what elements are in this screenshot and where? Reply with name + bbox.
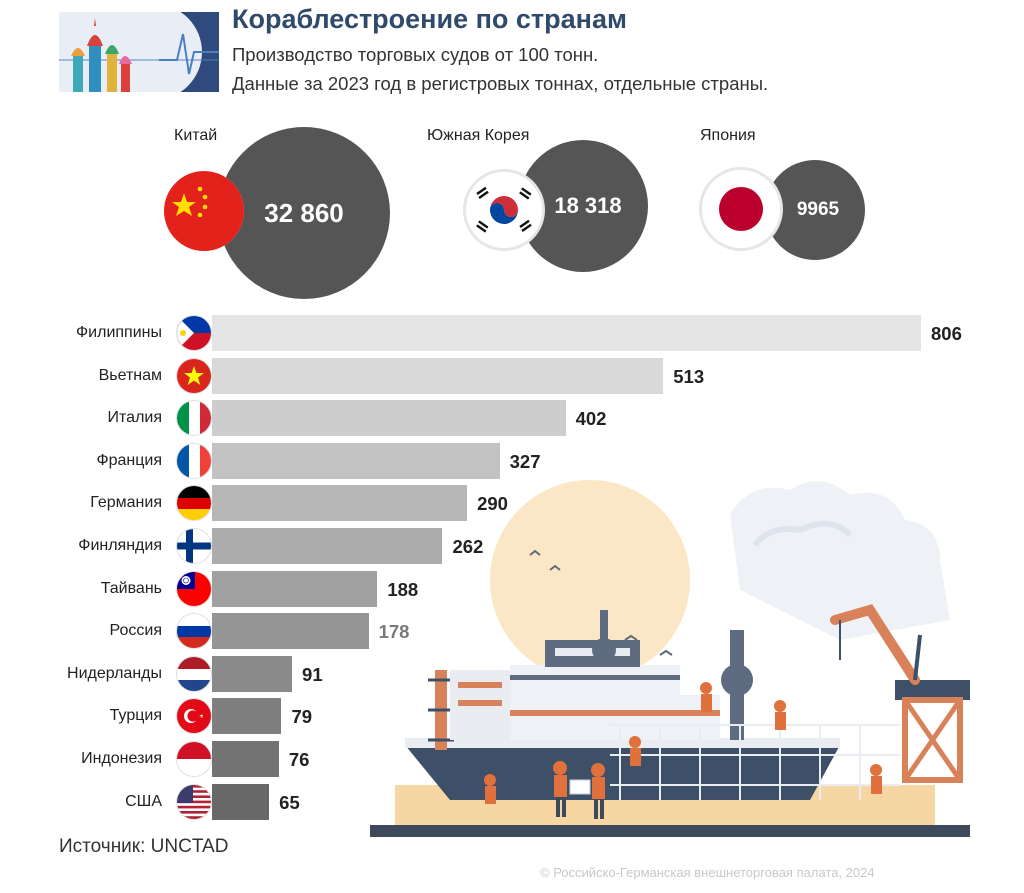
south-korea-flag-icon — [466, 172, 542, 248]
bar-value-italy: 402 — [575, 408, 607, 430]
russia-flag-icon — [177, 614, 211, 649]
bar-label-taiwan: Тайвань — [100, 579, 162, 597]
bar-philippines — [212, 315, 921, 351]
bar-value-france: 327 — [509, 450, 541, 472]
bar-label-turkey: Турция — [109, 707, 162, 725]
bar-indonesia — [212, 741, 279, 777]
bar-taiwan — [212, 570, 378, 607]
bar-germany — [212, 485, 468, 522]
page-title: Кораблестроение по странам — [232, 4, 627, 34]
bar-value-taiwan: 188 — [387, 578, 419, 600]
chamber-logo — [59, 12, 219, 92]
vietnam-flag-icon — [177, 358, 211, 393]
bar-label-indonesia: Индонезия — [81, 750, 162, 767]
bar-france — [212, 442, 500, 479]
bar-value-philippines: 806 — [931, 323, 962, 344]
bar-russia — [212, 613, 369, 650]
bar-value-netherlands: 91 — [302, 663, 323, 685]
bar-value-usa: 65 — [279, 791, 300, 813]
finland-flag-icon — [177, 529, 211, 563]
source-note: Источник: UNCTAD — [59, 836, 229, 857]
bar-label-france: Франция — [96, 451, 162, 469]
bar-finland — [212, 528, 443, 564]
bar-value-vietnam: 513 — [673, 365, 705, 387]
bar-value-finland: 262 — [452, 536, 484, 557]
taiwan-flag-icon — [177, 571, 211, 606]
copyright: © Российско-Германская внешнеторговая па… — [540, 865, 875, 880]
usa-flag-icon — [177, 784, 211, 819]
bar-usa — [212, 783, 270, 820]
bubble-label-china: Китай — [174, 127, 218, 144]
france-flag-icon — [177, 443, 211, 478]
bubble-china: 32 860 — [218, 127, 390, 299]
bar-value-germany: 290 — [477, 493, 508, 515]
bar-label-russia: Россия — [109, 622, 162, 640]
bubble-value-china: 32 860 — [264, 197, 344, 228]
turkey-flag-icon — [177, 699, 211, 734]
philippines-flag-icon — [177, 316, 211, 350]
china-flag-icon — [164, 171, 244, 251]
bar-label-usa: США — [125, 792, 162, 810]
bar-value-turkey: 79 — [291, 706, 313, 728]
subtitle-line-2: Данные за 2023 год в регистровых тоннах,… — [232, 73, 769, 94]
bar-label-netherlands: Нидерланды — [67, 664, 162, 682]
netherlands-flag-icon — [177, 656, 211, 691]
bubble-label-japan: Япония — [700, 127, 756, 144]
bar-value-russia: 178 — [378, 621, 410, 643]
bar-value-indonesia: 76 — [288, 749, 310, 770]
bar-label-italy: Италия — [107, 409, 162, 427]
bar-italy — [212, 400, 566, 437]
bar-netherlands — [212, 655, 293, 692]
bar-label-vietnam: Вьетнам — [98, 366, 162, 384]
bar-label-philippines: Филиппины — [76, 324, 162, 341]
shipyard-illustration — [370, 480, 970, 837]
germany-flag-icon — [177, 486, 211, 521]
bubble-value-japan: 9965 — [796, 199, 840, 220]
bar-label-germany: Германия — [90, 494, 162, 512]
subtitle-line-1: Производство торговых судов от 100 тонн. — [232, 44, 599, 65]
indonesia-flag-icon — [177, 742, 211, 776]
bar-turkey — [212, 698, 282, 735]
bubble-label-south-korea: Южная Корея — [427, 127, 530, 144]
bubble-japan: 9965 — [765, 160, 865, 260]
bar-label-finland: Финляндия — [78, 537, 162, 554]
bar-vietnam — [212, 357, 664, 394]
italy-flag-icon — [177, 401, 211, 436]
japan-flag-icon — [702, 170, 780, 248]
bubble-value-south-korea: 18 318 — [554, 193, 622, 218]
